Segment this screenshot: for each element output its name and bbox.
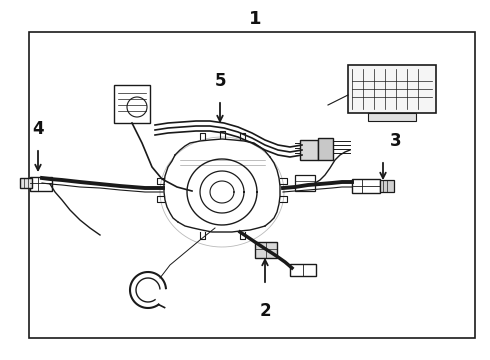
- FancyBboxPatch shape: [348, 65, 436, 113]
- Text: 3: 3: [390, 132, 402, 150]
- FancyBboxPatch shape: [352, 179, 380, 193]
- Text: 4: 4: [32, 120, 44, 138]
- Text: 2: 2: [259, 302, 271, 320]
- Text: 5: 5: [214, 72, 226, 90]
- Bar: [29, 32, 475, 338]
- FancyBboxPatch shape: [368, 113, 416, 121]
- FancyBboxPatch shape: [295, 175, 315, 191]
- FancyBboxPatch shape: [290, 264, 316, 276]
- FancyBboxPatch shape: [255, 242, 277, 258]
- FancyBboxPatch shape: [114, 85, 150, 123]
- FancyBboxPatch shape: [380, 180, 394, 192]
- FancyBboxPatch shape: [20, 178, 32, 188]
- FancyBboxPatch shape: [30, 177, 52, 191]
- FancyBboxPatch shape: [318, 138, 333, 160]
- Text: 1: 1: [248, 10, 261, 28]
- FancyBboxPatch shape: [300, 140, 318, 160]
